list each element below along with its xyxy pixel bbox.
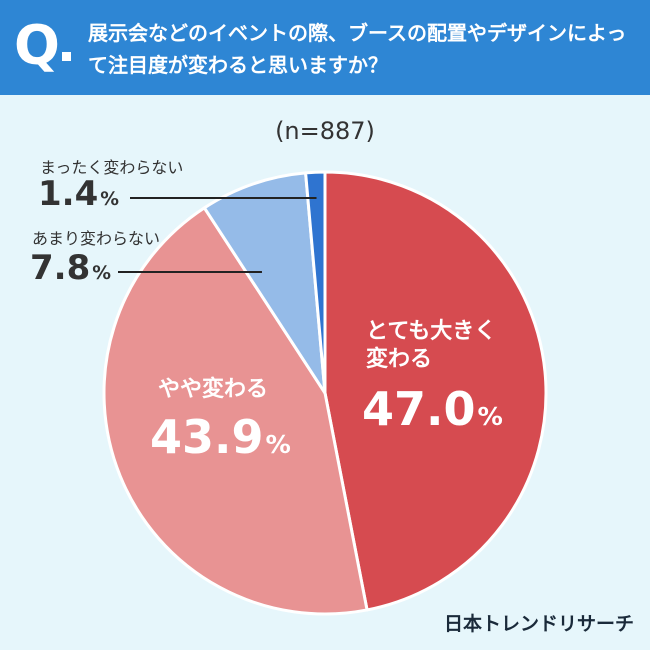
leader-lines (118, 197, 317, 273)
pie-slice (102, 206, 369, 616)
pct-greatly: 47.0% (362, 382, 503, 436)
label-not-at-all: まったく変わらない (40, 158, 184, 177)
question-header: Q 展示会などのイベントの際、ブースの配置やデザインによって注目度が変わると思い… (0, 0, 650, 95)
label-greatly: とても大きく変わる (366, 318, 506, 374)
label-greatly-text: とても大きく変わる (366, 319, 497, 372)
pie-slice (323, 170, 548, 612)
pie-slice (202, 171, 327, 395)
label-not-much: あまり変わらない (32, 229, 161, 248)
q-mark: Q (14, 14, 60, 77)
pie-slice (304, 170, 327, 395)
sample-size: (n=887) (275, 117, 375, 145)
pie-slices (102, 170, 548, 616)
label-somewhat: やや変わる (158, 377, 269, 402)
question-text: 展示会などのイベントの際、ブースの配置やデザインによって注目度が変わると思います… (88, 21, 627, 77)
pct-not-at-all: 1.4% (38, 174, 119, 214)
brand-logo: 日本トレンドリサーチ (443, 613, 634, 635)
q-dot (62, 52, 71, 61)
pct-not-much: 7.8% (30, 248, 111, 288)
pct-somewhat: 43.9% (150, 410, 291, 464)
